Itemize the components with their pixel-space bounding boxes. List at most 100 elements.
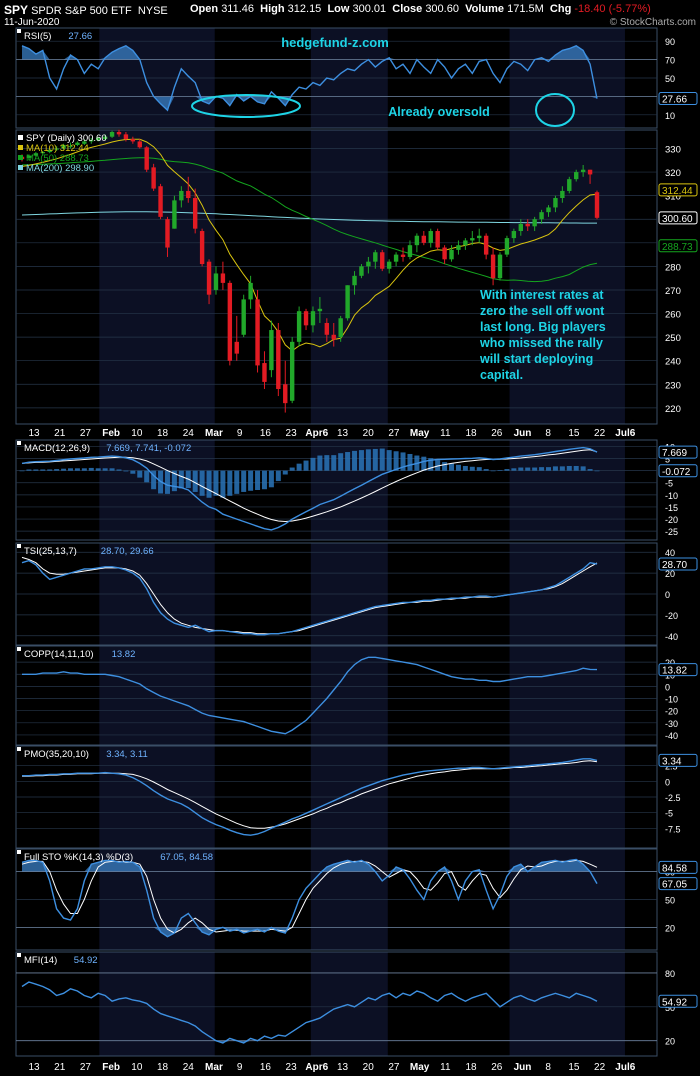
macd-histogram-bar xyxy=(26,469,32,471)
macd-histogram-bar xyxy=(539,467,545,471)
rsi-legend-label: RSI(5) xyxy=(24,31,51,42)
price-tag-2: 288.73 xyxy=(662,242,693,253)
date-axis-label-bottom: Feb xyxy=(102,1062,120,1073)
commentary-line: With interest rates at xyxy=(480,288,604,302)
sto-lower-fill xyxy=(22,927,597,937)
macd-histogram-bar xyxy=(241,470,247,492)
candle-body xyxy=(241,299,246,335)
candle-body xyxy=(539,212,544,220)
macd-histogram-bar xyxy=(261,470,267,490)
price-axis-label: 270 xyxy=(665,286,681,297)
macd-histogram-bar xyxy=(365,449,371,471)
close-label: Close xyxy=(392,3,423,15)
macd-histogram-bar xyxy=(573,465,579,471)
date-axis-label: 11 xyxy=(440,428,451,439)
date-axis-label-bottom: Jun xyxy=(514,1062,532,1073)
open-value: 311.46 xyxy=(221,3,255,15)
macd-histogram-bar xyxy=(61,468,67,471)
macd-value-tag: 7.669 xyxy=(662,448,687,459)
date-axis-label: 13 xyxy=(28,428,40,439)
date-axis-label: 9 xyxy=(237,428,243,439)
macd-histogram-bar xyxy=(442,462,448,471)
macd-histogram-bar xyxy=(497,470,503,471)
low-label: Low xyxy=(327,3,350,15)
high-value: 312.15 xyxy=(287,3,322,15)
candle-body xyxy=(393,254,399,262)
site-annotation: hedgefund-z.com xyxy=(281,35,389,50)
macd-histogram-bar xyxy=(358,450,364,471)
macd-histogram-bar xyxy=(268,470,274,488)
macd-histogram-bar xyxy=(587,469,593,471)
macd-histogram-bar xyxy=(372,448,378,471)
macd-tick-label: -15 xyxy=(665,503,678,513)
candle-body xyxy=(220,273,226,283)
tsi-tick-label: 0 xyxy=(665,590,670,600)
macd-histogram-bar xyxy=(88,467,94,471)
date-axis-label-bottom: 18 xyxy=(157,1062,169,1073)
candle-body xyxy=(248,282,253,300)
candle-body xyxy=(109,132,115,137)
tsi-legend-label: TSI(25,13,7) xyxy=(24,546,77,557)
mfi-tick-label: 50 xyxy=(665,1003,675,1013)
chg-label: Chg xyxy=(549,3,572,15)
commentary-line: zero the sell off wont xyxy=(480,304,605,318)
candle-body xyxy=(289,341,295,401)
candle-body xyxy=(102,136,108,140)
rsi-lower-fill xyxy=(22,96,597,111)
candle-body xyxy=(477,235,482,239)
date-axis-label: 24 xyxy=(183,428,195,439)
macd-tick-label: -10 xyxy=(665,491,678,501)
macd-histogram-bar xyxy=(504,469,510,471)
candle-body xyxy=(89,140,94,142)
macd-histogram-bar xyxy=(449,463,455,471)
date-axis-label-bottom: 21 xyxy=(54,1062,66,1073)
macd-histogram-bar xyxy=(19,470,25,472)
candle-body xyxy=(366,261,371,267)
copp-tick-label: -20 xyxy=(665,707,678,717)
date-axis-label-bottom: 27 xyxy=(80,1062,92,1073)
copp-tick-label: -30 xyxy=(665,719,678,729)
date-axis-label: 26 xyxy=(491,428,503,439)
macd-histogram-bar xyxy=(317,455,323,471)
tsi-tick-label: 40 xyxy=(665,548,675,558)
macd-histogram-bar xyxy=(483,469,489,471)
candle-body xyxy=(518,223,523,232)
macd-histogram-bar xyxy=(171,470,177,492)
mfi-panel-band xyxy=(310,952,388,1056)
candle-body xyxy=(428,231,433,243)
candle-body xyxy=(310,311,316,326)
macd-histogram-bar xyxy=(67,468,73,471)
rsi-oversold-ellipse xyxy=(191,94,301,118)
candle-body xyxy=(442,247,447,260)
date-axis-label: 23 xyxy=(286,428,298,439)
candle-body xyxy=(386,261,392,269)
macd-histogram-bar xyxy=(435,460,441,471)
macd-histogram-bar xyxy=(282,470,288,475)
pmo-line xyxy=(22,758,598,836)
candle-body xyxy=(532,219,537,227)
candle-body xyxy=(75,142,80,145)
exchange: NYSE xyxy=(137,5,168,17)
price-tag-0: 312.44 xyxy=(662,186,693,197)
mfi-tick-label: 20 xyxy=(665,1037,675,1047)
price-tag-0-box xyxy=(658,183,698,197)
rsi-value-tag-box xyxy=(658,92,698,106)
date-axis-label: Feb xyxy=(102,428,120,439)
macd-histogram-bar xyxy=(566,465,572,471)
ma200-line xyxy=(21,211,597,224)
date-axis-label-bottom: 24 xyxy=(183,1062,195,1073)
date-axis-label-bottom: 10 xyxy=(131,1062,143,1073)
date-axis-label-bottom: Jul6 xyxy=(615,1062,635,1073)
candle-body xyxy=(373,252,378,262)
macd-histogram-bar xyxy=(469,466,475,471)
date-axis-label: May xyxy=(410,428,430,439)
date-axis-label-bottom: 26 xyxy=(491,1062,503,1073)
price-legend-entry: MA(10) 312.44 xyxy=(26,143,89,154)
sto-legend-marker xyxy=(17,850,21,854)
chg-value: -18.40 (-5.77%) xyxy=(574,3,651,15)
macd-histogram-bar xyxy=(192,470,198,492)
copp-line xyxy=(22,656,598,735)
copp-panel-band xyxy=(310,646,388,745)
candle-body xyxy=(283,384,288,404)
candle-body xyxy=(296,311,302,342)
